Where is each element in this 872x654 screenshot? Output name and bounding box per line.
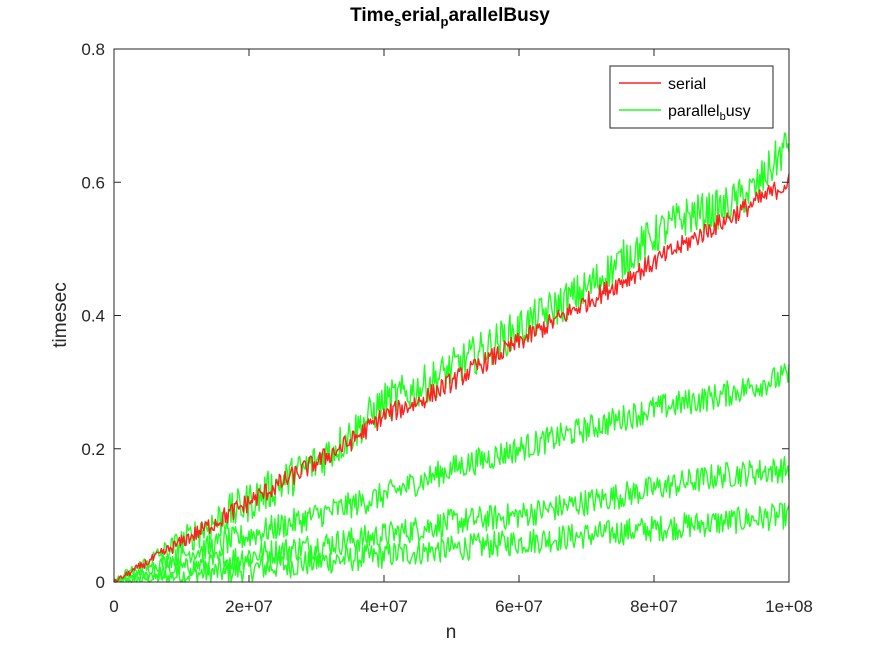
legend-label-serial: serial <box>668 76 706 93</box>
series-line-parallel-busy <box>113 502 790 583</box>
legend-label-parallel-busy: parallelbusy <box>668 103 751 123</box>
y-tick-label: 0.2 <box>81 440 105 459</box>
x-tick-label: 4e+07 <box>360 597 408 616</box>
legend: serial parallelbusy <box>609 65 774 129</box>
x-tick-label: 1e+08 <box>765 597 813 616</box>
y-tick-label: 0.6 <box>81 173 105 192</box>
series-line-parallel-busy <box>113 456 790 583</box>
series-line-parallel-busy <box>113 363 790 583</box>
chart-title: TimeserialparallelBusy <box>350 5 550 29</box>
y-axis: 0 0.2 0.4 0.6 0.8 <box>81 40 789 592</box>
x-tick-label: 6e+07 <box>495 597 543 616</box>
x-tick-label: 2e+07 <box>225 597 273 616</box>
x-axis: 0 2e+07 4e+07 6e+07 8e+07 1e+08 <box>109 49 813 616</box>
y-axis-label: timesec <box>50 282 71 347</box>
series-line-parallel-busy <box>113 132 790 583</box>
plot-frame <box>113 48 790 583</box>
legend-box <box>609 65 774 129</box>
y-tick-label: 0 <box>96 573 105 592</box>
y-tick-label: 0.4 <box>81 307 105 326</box>
x-axis-label: n <box>446 622 457 643</box>
y-tick-label: 0.8 <box>81 40 105 59</box>
series-line-serial <box>113 173 790 583</box>
x-tick-label: 0 <box>109 597 118 616</box>
series-layer <box>113 132 790 583</box>
x-tick-label: 8e+07 <box>630 597 678 616</box>
